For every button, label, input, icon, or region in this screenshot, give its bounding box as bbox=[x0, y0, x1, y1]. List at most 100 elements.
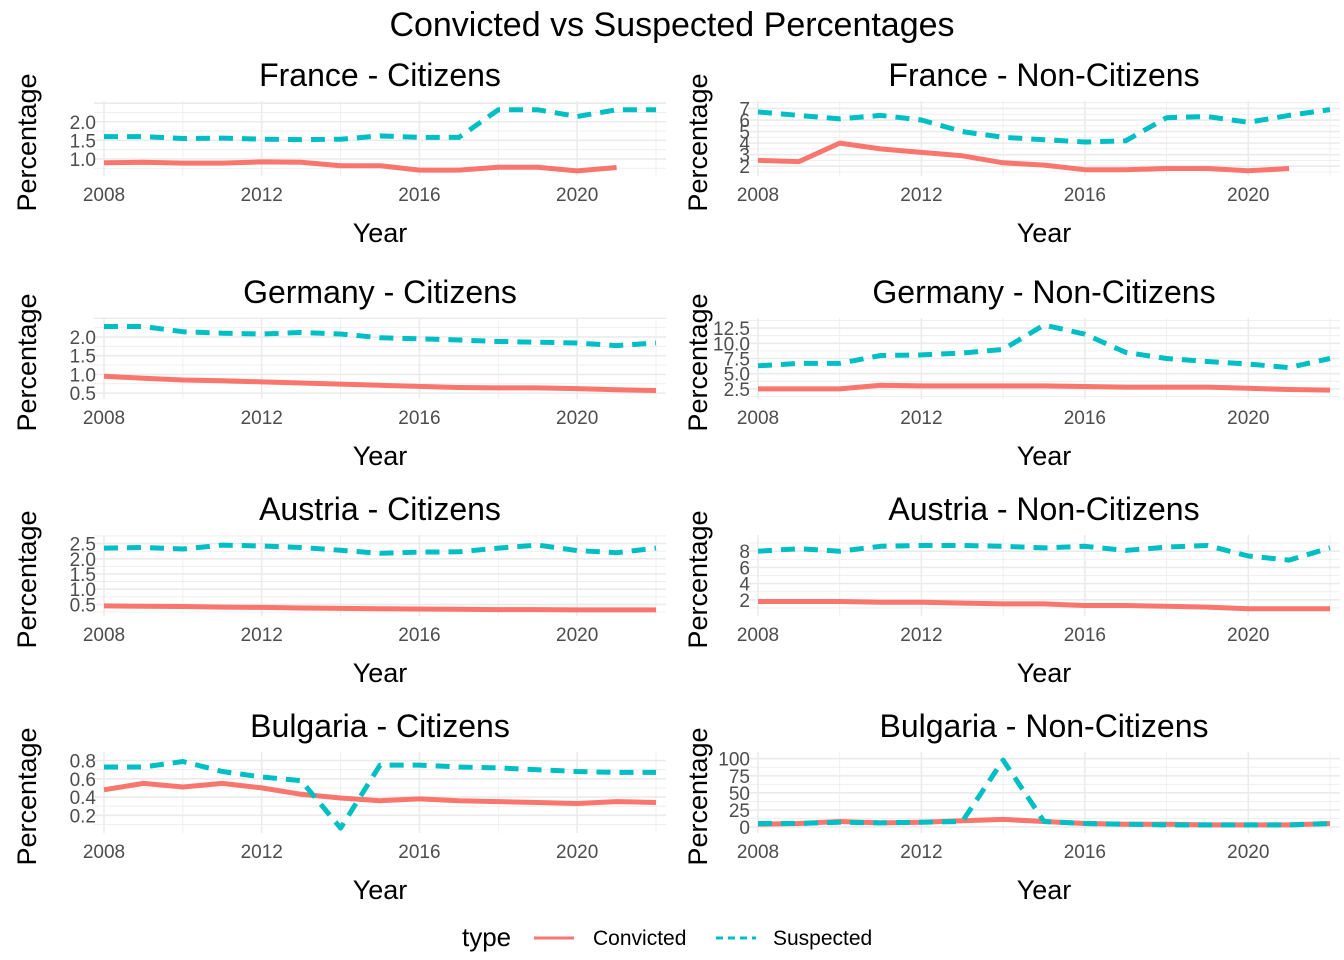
y-tick-label: 0.6 bbox=[70, 770, 96, 791]
x-tick-label: 2008 bbox=[737, 842, 779, 863]
series-line-convicted bbox=[103, 603, 656, 613]
y-tick-label: 0.5 bbox=[70, 384, 96, 405]
x-tick-label: 2012 bbox=[241, 408, 283, 429]
grid bbox=[748, 318, 1340, 399]
y-axis-label: Percentage bbox=[683, 73, 713, 211]
y-tick-label: 5 bbox=[739, 123, 750, 144]
x-tick-label: 2016 bbox=[398, 625, 440, 646]
series-line-suspected bbox=[104, 759, 656, 831]
y-tick-label: 12.5 bbox=[713, 319, 750, 340]
y-tick-label: 1.0 bbox=[70, 150, 96, 171]
y-tick-label: 4 bbox=[739, 575, 750, 596]
x-tick-label: 2008 bbox=[83, 842, 125, 863]
y-tick-label: 4 bbox=[739, 134, 750, 155]
series-line-suspected bbox=[104, 107, 656, 143]
series-line-suspected bbox=[103, 542, 657, 556]
x-axis-label: Year bbox=[353, 658, 408, 688]
y-axis-label: Percentage bbox=[683, 727, 713, 865]
y-tick-label: 100 bbox=[718, 750, 750, 771]
panel-title: Germany - Citizens bbox=[243, 274, 517, 310]
panel-title: Bulgaria - Citizens bbox=[250, 708, 510, 744]
y-axis-label: Percentage bbox=[12, 510, 42, 648]
x-tick-label: 2012 bbox=[900, 185, 942, 206]
series-line-convicted bbox=[103, 780, 657, 806]
x-tick-label: 2008 bbox=[83, 408, 125, 429]
y-tick-label: 25 bbox=[729, 801, 750, 822]
x-axis-label: Year bbox=[353, 218, 408, 248]
x-tick-label: 2020 bbox=[556, 842, 598, 863]
x-tick-label: 2016 bbox=[1064, 408, 1106, 429]
x-tick-label: 2020 bbox=[556, 625, 598, 646]
y-tick-label: 5.0 bbox=[724, 365, 750, 386]
panel-title: Austria - Citizens bbox=[259, 491, 501, 527]
x-tick-label: 2008 bbox=[737, 185, 779, 206]
y-tick-label: 1.0 bbox=[70, 365, 96, 386]
x-tick-label: 2016 bbox=[1064, 185, 1106, 206]
y-tick-label: 50 bbox=[729, 784, 750, 805]
y-tick-label: 3 bbox=[739, 146, 750, 167]
x-tick-label: 2020 bbox=[1227, 842, 1269, 863]
x-axis-label: Year bbox=[1017, 875, 1072, 905]
x-tick-label: 2016 bbox=[398, 185, 440, 206]
y-tick-label: 2.5 bbox=[70, 535, 96, 556]
x-tick-label: 2012 bbox=[900, 625, 942, 646]
x-tick-label: 2020 bbox=[1227, 625, 1269, 646]
x-tick-label: 2008 bbox=[737, 408, 779, 429]
legend-label-convicted: Convicted bbox=[593, 927, 686, 950]
x-tick-label: 2016 bbox=[1064, 625, 1106, 646]
y-tick-label: 0.4 bbox=[70, 788, 97, 809]
x-axis-label: Year bbox=[353, 441, 408, 471]
y-tick-label: 10.0 bbox=[713, 334, 750, 355]
series-line-convicted bbox=[758, 382, 1331, 393]
panel-title: France - Non-Citizens bbox=[888, 57, 1199, 93]
y-tick-label: 7 bbox=[739, 99, 750, 120]
legend: type Convicted Suspected bbox=[462, 922, 872, 952]
y-tick-label: 2.0 bbox=[70, 113, 96, 134]
y-tick-label: 6 bbox=[739, 558, 750, 579]
x-tick-label: 2008 bbox=[737, 625, 779, 646]
panel-germany-non-citizens: 2008 2012 2016 2020 2.55.07.510.012.5 Germany… bbox=[683, 274, 1340, 471]
x-tick-label: 2020 bbox=[556, 185, 598, 206]
x-axis-label: Year bbox=[1017, 658, 1072, 688]
grid bbox=[94, 101, 666, 176]
series-line-convicted bbox=[103, 159, 617, 174]
y-tick-label: 0.8 bbox=[70, 752, 96, 773]
y-tick-label: 0.2 bbox=[70, 806, 96, 827]
y-axis-label: Percentage bbox=[12, 293, 42, 431]
x-tick-label: 2020 bbox=[1227, 408, 1269, 429]
panel-title: Bulgaria - Non-Citizens bbox=[879, 708, 1208, 744]
panel-title: Germany - Non-Citizens bbox=[872, 274, 1215, 310]
figure-title: Convicted vs Suspected Percentages bbox=[389, 6, 954, 44]
panel-austria-citizens: 2008 2012 2016 2020 0.51.01.52.02.5 Austria -… bbox=[12, 491, 666, 688]
x-tick-label: 2016 bbox=[398, 408, 440, 429]
y-axis-label: Percentage bbox=[683, 510, 713, 648]
legend-title: type bbox=[462, 922, 511, 952]
x-tick-label: 2012 bbox=[241, 185, 283, 206]
x-axis-label: Year bbox=[353, 875, 408, 905]
y-tick-label: 1.5 bbox=[70, 131, 96, 152]
x-tick-label: 2012 bbox=[241, 842, 283, 863]
y-tick-label: 2 bbox=[739, 591, 750, 612]
x-tick-label: 2008 bbox=[83, 625, 125, 646]
y-tick-label: 6 bbox=[739, 111, 750, 132]
series-line-convicted bbox=[103, 373, 657, 393]
x-tick-label: 2008 bbox=[83, 185, 125, 206]
y-tick-label: 2.0 bbox=[70, 328, 96, 349]
panel-title: Austria - Non-Citizens bbox=[888, 491, 1199, 527]
series-line-suspected bbox=[104, 324, 657, 349]
series-line-suspected bbox=[757, 322, 1331, 371]
panel-bulgaria-citizens: 2008 2012 2016 2020 0.20.40.60.8 Bulgaria - C… bbox=[12, 708, 666, 905]
grid bbox=[94, 317, 666, 399]
x-axis-label: Year bbox=[1017, 218, 1072, 248]
series-line-suspected bbox=[757, 543, 1331, 563]
y-tick-label: 2.5 bbox=[724, 380, 750, 401]
panel-germany-citizens: 2008 2012 2016 2020 0.51.01.52.0 Germany - Ci… bbox=[12, 274, 666, 471]
x-tick-label: 2020 bbox=[556, 408, 598, 429]
x-tick-label: 2016 bbox=[1064, 842, 1106, 863]
grid bbox=[748, 752, 1340, 833]
y-axis-label: Percentage bbox=[12, 73, 42, 211]
